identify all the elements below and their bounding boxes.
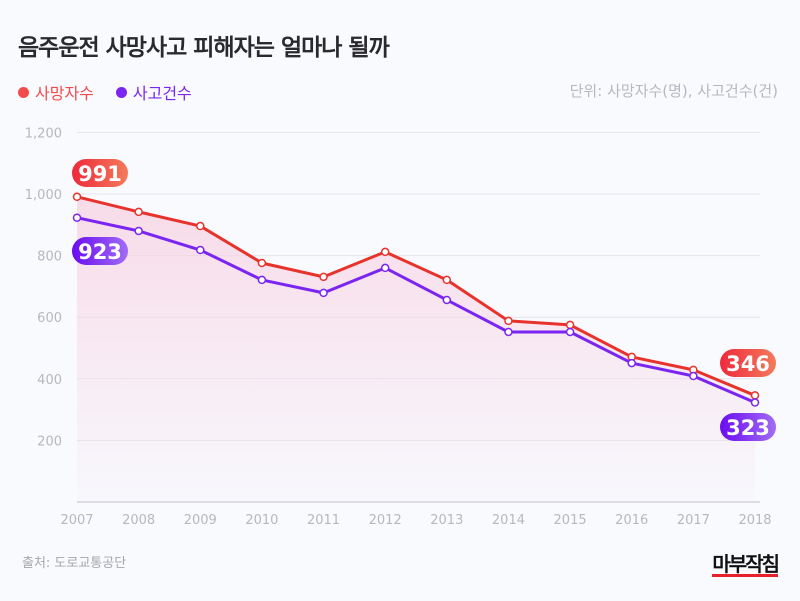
value-badge [720, 349, 776, 377]
x-tick-label: 2011 [307, 513, 340, 528]
x-tick-label: 2013 [430, 513, 463, 528]
x-tick-label: 2015 [554, 513, 587, 528]
legend-label: 사고건수 [132, 84, 192, 103]
legend-item-deaths: 사망자수 [18, 80, 94, 104]
data-point [565, 327, 575, 337]
data-point [627, 358, 636, 368]
x-tick-label: 2018 [738, 513, 771, 528]
series-line-0 [76, 195, 756, 397]
chart-title: 음주운전 사망사고 피해자는 얼마나 될까 [18, 35, 390, 61]
y-tick-label: 200 [37, 434, 62, 449]
data-point [134, 226, 143, 236]
publisher-logo: 마부작침 [712, 552, 780, 577]
data-point [72, 192, 82, 202]
y-tick-label: 1,000 [25, 188, 62, 203]
legend-item-accidents: 사고건수 [115, 80, 192, 104]
value-label: 323 [726, 416, 770, 440]
legend-label: 사망자수 [35, 84, 94, 103]
data-point [72, 213, 82, 222]
data-point [442, 275, 452, 285]
data-point [319, 272, 328, 282]
y-tick-label: 600 [37, 311, 62, 326]
data-point [380, 263, 390, 273]
value-badge [72, 237, 128, 265]
x-tick-label: 2009 [184, 513, 217, 528]
data-point [750, 391, 760, 400]
x-tick-label: 2016 [615, 513, 648, 528]
x-tick-label: 2008 [122, 513, 155, 528]
data-point [196, 245, 205, 255]
data-point [196, 221, 205, 231]
source-note: 출처: 도로교통공단 [22, 556, 127, 571]
series-line-1 [76, 216, 756, 404]
legend: 사망자수 사고건수 [18, 80, 192, 104]
unit-note: 단위: 사망자수(명), 사고건수(건) [569, 82, 778, 100]
value-label: 991 [78, 162, 122, 186]
data-point [504, 327, 513, 337]
data-point [257, 258, 267, 268]
data-point [689, 371, 698, 381]
x-tick-label: 2007 [60, 513, 93, 528]
y-tick-label: 800 [37, 250, 62, 265]
data-point [504, 316, 513, 326]
data-point [565, 320, 575, 330]
legend-dot-icon [18, 86, 29, 98]
y-tick-label: 400 [37, 373, 62, 388]
data-point [134, 207, 143, 217]
x-tick-label: 2017 [677, 513, 710, 528]
data-point [442, 295, 452, 305]
data-point [319, 288, 328, 298]
value-label: 346 [726, 352, 770, 376]
y-tick-label: 1,200 [25, 126, 62, 141]
data-point [750, 398, 760, 407]
x-tick-label: 2014 [492, 513, 525, 528]
data-point [380, 247, 390, 257]
x-tick-label: 2010 [245, 513, 278, 528]
value-badge [720, 413, 776, 441]
x-tick-label: 2012 [369, 513, 402, 528]
value-badge [72, 159, 128, 187]
data-point [257, 275, 267, 285]
value-label: 923 [78, 240, 122, 264]
legend-dot-icon [115, 86, 127, 98]
